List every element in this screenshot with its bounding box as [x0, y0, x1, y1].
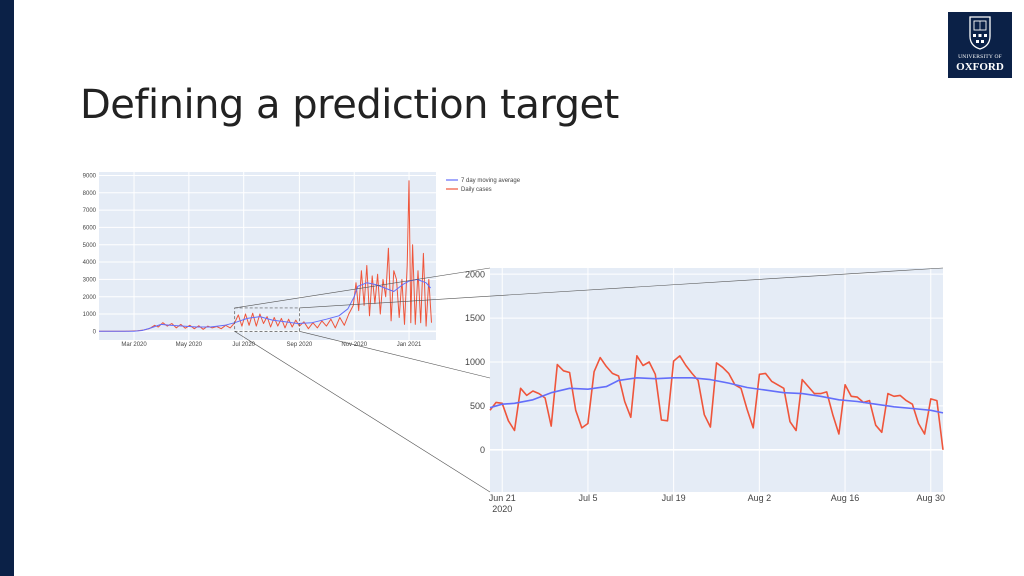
- zoom-x-tick-label: Jul 19: [662, 493, 686, 503]
- overview-y-tick-label: 3000: [83, 277, 97, 283]
- zoom-y-tick-label: 1000: [465, 357, 485, 367]
- overview-y-tick-label: 2000: [83, 295, 97, 301]
- oxford-logo: UNIVERSITY OF OXFORD: [948, 12, 1012, 78]
- zoom-connector-line: [299, 267, 944, 309]
- zoom-x-tick-sublabel: 2020: [492, 504, 512, 514]
- overview-y-tick-label: 1000: [83, 312, 97, 318]
- zoom-series-daily-cases-line: [489, 355, 944, 450]
- overview-x-tick-label: May 2020: [176, 342, 203, 348]
- legend-entry: 7 day moving average: [461, 178, 521, 184]
- zoom-connector-line: [234, 267, 491, 309]
- overview-series-moving-average-line: [99, 278, 431, 332]
- overview-y-tick-label: 6000: [83, 226, 97, 232]
- zoom-y-tick-label: 500: [470, 401, 485, 411]
- slide-title: Defining a prediction target: [80, 82, 619, 128]
- overview-y-tick-label: 8000: [83, 191, 97, 197]
- logo-line-1: UNIVERSITY OF: [958, 54, 1002, 60]
- zoom-x-tick-label: Aug 16: [831, 493, 860, 503]
- overview-legend: 7 day moving average Daily cases: [446, 178, 521, 193]
- overview-x-tick-label: Mar 2020: [121, 342, 147, 348]
- zoom-x-tick-label: Aug 2: [748, 493, 772, 503]
- zoom-window-rect: [234, 307, 300, 332]
- overview-y-tick-label: 0: [93, 329, 97, 335]
- overview-plot-area: [99, 172, 436, 340]
- zoom-series-moving-average-line: [489, 377, 944, 414]
- zoom-x-tick-label: Aug 30: [916, 493, 945, 503]
- zoom-connector-line: [234, 331, 491, 493]
- overview-y-tick-label: 5000: [83, 243, 97, 249]
- overview-x-tick-label: Jan 2021: [397, 342, 422, 348]
- zoom-y-tick-label: 2000: [465, 269, 485, 279]
- overview-x-tick-label: Sep 2020: [287, 342, 313, 348]
- overview-series-daily-cases-line: [99, 180, 432, 332]
- zoom-connector-line: [299, 331, 491, 379]
- logo-line-2: OXFORD: [956, 61, 1004, 73]
- overview-x-tick-label: Jul 2020: [232, 342, 255, 348]
- zoom-x-tick-label: Jun 21: [489, 493, 516, 503]
- legend-entry: Daily cases: [461, 187, 492, 193]
- zoom-y-tick-label: 1500: [465, 313, 485, 323]
- left-accent-bar: [0, 0, 14, 576]
- overview-y-tick-label: 4000: [83, 260, 97, 266]
- overview-y-tick-label: 7000: [83, 208, 97, 214]
- zoom-x-tick-label: Jul 5: [578, 493, 597, 503]
- overview-y-tick-label: 9000: [83, 174, 97, 180]
- oxford-crest-icon: [969, 16, 991, 50]
- zoom-y-tick-label: 0: [480, 445, 485, 455]
